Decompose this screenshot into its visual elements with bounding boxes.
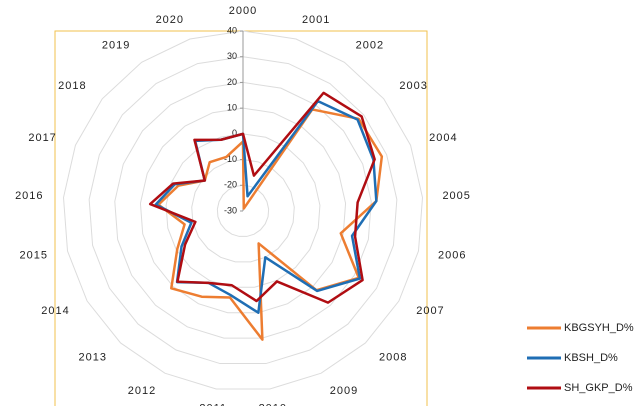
category-label: 2000: [229, 5, 257, 17]
category-label: 2011: [199, 403, 227, 406]
legend-label: KBSH_D%: [564, 352, 618, 364]
category-label: 2010: [259, 403, 287, 406]
y-tick-label: -10: [224, 154, 237, 164]
legend-label: KBGSYH_D%: [564, 322, 634, 334]
grid-ring: [62, 30, 424, 390]
y-tick-label: 0: [232, 128, 237, 138]
category-label: 2008: [379, 352, 407, 364]
grid-ring: [165, 133, 321, 288]
category-label: 2013: [78, 352, 106, 364]
grid-ring: [114, 81, 372, 339]
grid-ring: [88, 56, 398, 365]
category-label: 2009: [330, 385, 358, 397]
category-label: 2016: [15, 190, 43, 202]
category-label: 2005: [442, 190, 470, 202]
category-label: 2019: [102, 40, 130, 52]
category-label: 2020: [156, 14, 184, 26]
grid-ring: [216, 184, 270, 237]
category-label: 2002: [356, 40, 384, 52]
category-label: 2018: [58, 80, 86, 92]
category-label: 2001: [302, 14, 330, 26]
category-label: 2014: [41, 305, 69, 317]
series-line: [148, 91, 376, 304]
category-label: 2004: [429, 132, 457, 144]
grid-ring: [191, 159, 295, 263]
category-label: 2003: [399, 80, 427, 92]
y-tick-label: -20: [224, 180, 237, 190]
category-label: 2017: [28, 132, 56, 144]
y-tick-label: 40: [227, 25, 237, 35]
y-tick-label: 10: [227, 103, 237, 113]
category-label: 2006: [438, 249, 466, 261]
category-label: 2012: [128, 385, 156, 397]
y-tick-label: 30: [227, 51, 237, 61]
y-tick-label: 20: [227, 77, 237, 87]
category-label: 2007: [416, 305, 444, 317]
y-tick-label: -30: [224, 205, 237, 215]
category-label: 2015: [20, 249, 48, 261]
legend-label: SH_GKP_D%: [564, 382, 633, 394]
